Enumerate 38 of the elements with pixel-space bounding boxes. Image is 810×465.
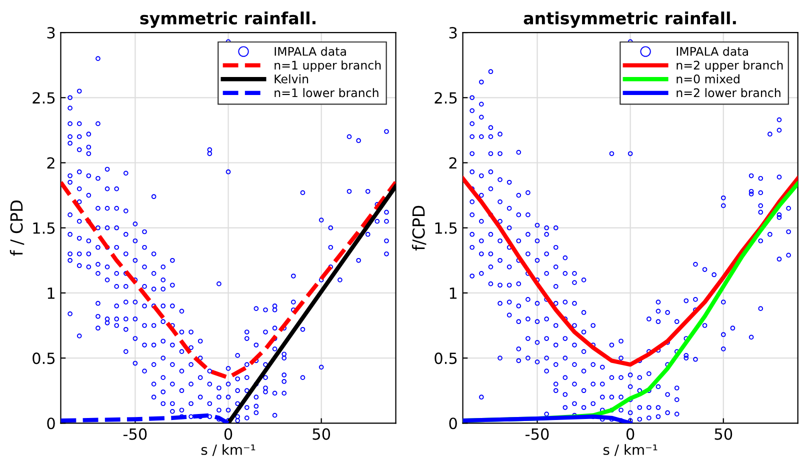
y-tick-label: 3 [47, 27, 55, 39]
y-tick-label: 1 [48, 288, 54, 299]
y-tick-label: 2 [449, 157, 456, 169]
x-tick-label: 0 [626, 428, 634, 440]
y-axis-title: f / CPD [10, 200, 24, 256]
x-axis-title: s / km⁻¹ [603, 444, 658, 456]
chart-title: symmetric rainfall. [140, 12, 316, 28]
chart-title: antisymmetric rainfall. [524, 12, 736, 28]
y-tick-label: 0.5 [434, 352, 457, 364]
legend-label: IMPALA data [274, 46, 346, 56]
x-tick-label: 50 [714, 428, 732, 440]
legend-label: Kelvin [274, 74, 308, 84]
x-tick-label: 0 [224, 428, 232, 440]
legend-label: n=2 upper branch [676, 60, 783, 72]
legend-label: n=1 upper branch [274, 60, 381, 72]
line-series [462, 176, 798, 367]
y-tick-label: 0 [47, 418, 55, 430]
y-tick-label: 2 [47, 157, 54, 169]
y-tick-label: 1.5 [33, 222, 55, 234]
line-series [462, 414, 632, 424]
legend-label: n=2 lower branch [676, 88, 780, 98]
y-tick-label: 1.5 [435, 222, 457, 234]
y-tick-label: 1 [450, 288, 457, 299]
x-tick-label: 50 [312, 428, 330, 440]
y-tick-label: 2.5 [32, 92, 55, 104]
y-tick-label: 3 [449, 27, 457, 39]
x-axis-title: s / km⁻¹ [201, 444, 256, 456]
legend-label: IMPALA data [676, 46, 748, 56]
y-tick-label: 0.5 [32, 352, 55, 364]
x-tick-label: -50 [526, 428, 549, 440]
line-series [60, 180, 396, 380]
line-series [60, 413, 230, 424]
y-tick-label: 2.5 [434, 92, 457, 104]
y-axis-title: f/CPD [412, 206, 426, 250]
legend-label: n=1 lower branch [274, 88, 378, 98]
legend-label: n=0 mixed [676, 74, 740, 84]
y-tick-label: 0 [449, 418, 457, 430]
x-tick-label: -50 [123, 428, 147, 440]
